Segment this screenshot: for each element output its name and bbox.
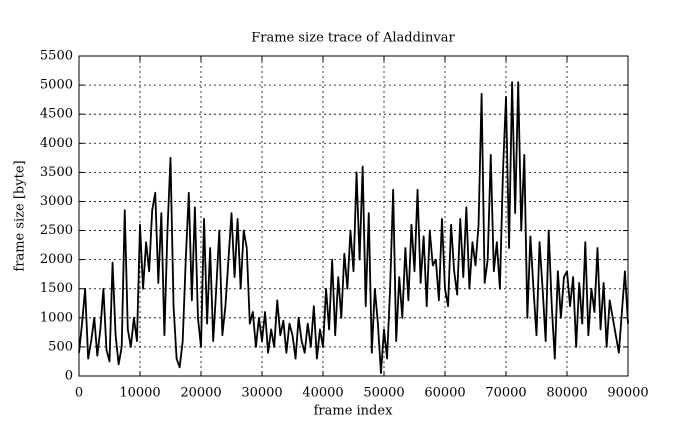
y-tick-label: 2000 [40,252,73,267]
x-tick-label: 90000 [607,386,648,401]
y-tick-label: 1000 [40,310,73,325]
y-tick-label: 1500 [40,281,73,296]
x-tick-label: 0 [75,386,83,401]
y-tick-label: 2500 [40,223,73,238]
x-tick-label: 50000 [363,386,404,401]
y-tick-label: 0 [65,369,73,384]
x-tick-label: 80000 [546,386,587,401]
data-line [78,81,629,374]
x-tick-label: 20000 [180,386,221,401]
chart-title: Frame size trace of Aladdinvar [251,31,455,46]
y-tick-label: 5000 [40,78,73,93]
x-tick-label: 40000 [302,386,343,401]
x-axis-label: frame index [314,404,393,419]
y-axis-label: frame size [byte] [13,160,28,271]
y-tick-label: 5500 [40,49,73,64]
x-tick-label: 30000 [241,386,282,401]
x-tick-label: 60000 [424,386,465,401]
plot-frame [78,55,629,377]
y-tick-label: 3000 [40,194,73,209]
y-tick-label: 4000 [40,136,73,151]
x-tick-label: 10000 [119,386,160,401]
y-tick-label: 500 [48,339,73,354]
y-tick-label: 4500 [40,107,73,122]
x-tick-label: 70000 [485,386,526,401]
y-tick-label: 3500 [40,165,73,180]
